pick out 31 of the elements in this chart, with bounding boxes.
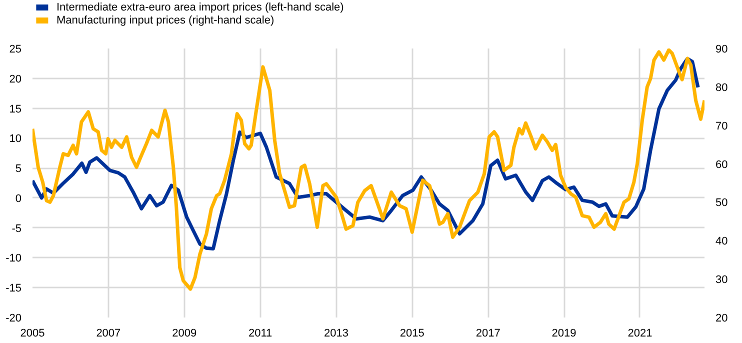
y-tick-label: 0 (15, 192, 22, 205)
y-tick-label: 10 (9, 133, 22, 146)
y-tick-label: -5 (12, 222, 22, 235)
x-tick-label: 2017 (476, 328, 500, 340)
x-tick-label: 2007 (96, 328, 121, 340)
y2-tick-label: 80 (716, 82, 728, 94)
y-tick-label: -15 (6, 282, 22, 295)
x-tick-label: 2005 (20, 328, 45, 340)
y2-tick-label: 60 (716, 158, 728, 171)
x-tick-label: 2021 (628, 328, 652, 340)
line-series (32, 56, 700, 251)
y-tick-label: -20 (6, 312, 22, 324)
y-tick-label: 20 (9, 73, 22, 86)
y2-tick-label: 40 (716, 236, 728, 248)
x-tick-label: 2015 (400, 328, 424, 340)
y-tick-label: 5 (15, 163, 22, 176)
line-series (32, 48, 704, 291)
x-tick-label: 2013 (324, 328, 348, 340)
y2-tick-label: 30 (716, 274, 728, 286)
legend-label: Manufacturing input prices (right-hand scale) (56, 14, 274, 26)
y-tick-label: -10 (6, 252, 22, 265)
legend-label: Intermediate extra-euro area import prices (left-hand scale) (56, 2, 344, 14)
x-tick-label: 2019 (552, 328, 576, 340)
x-tick-label: 2011 (248, 328, 272, 340)
y2-tick-label: 70 (716, 120, 728, 132)
x-tick-label: 2009 (172, 328, 197, 340)
y2-tick-label: 20 (716, 312, 728, 324)
y2-tick-label: 50 (716, 197, 728, 210)
y2-tick-label: 90 (716, 44, 728, 56)
y-tick-label: 25 (9, 44, 22, 56)
y-tick-label: 15 (9, 103, 22, 116)
